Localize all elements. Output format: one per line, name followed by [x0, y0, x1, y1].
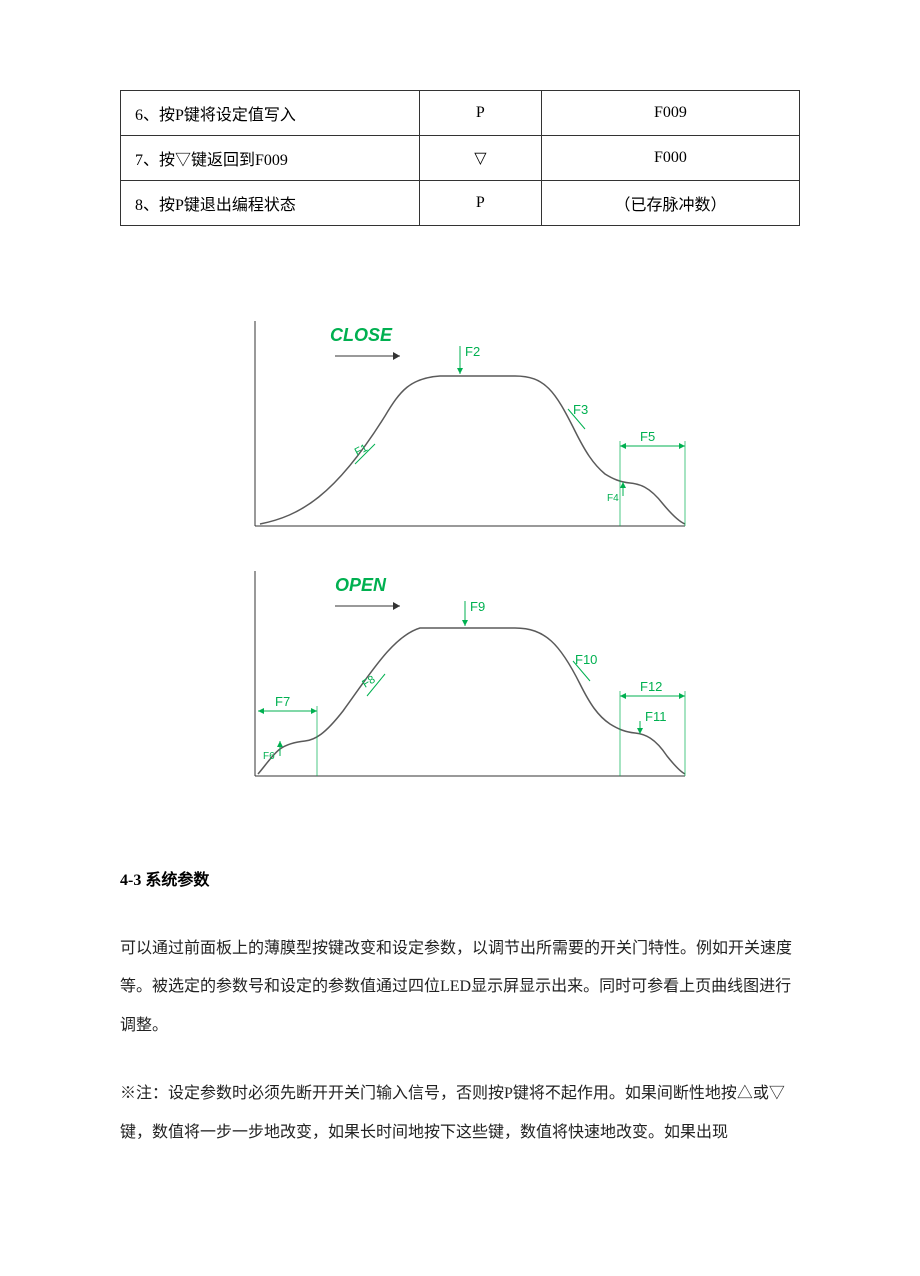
- display-cell: （已存脉冲数）: [541, 181, 799, 226]
- slope-label: F1: [353, 442, 370, 459]
- f2-label: F2: [465, 344, 480, 359]
- display-cell: F009: [541, 91, 799, 136]
- steps-table: 6、按P键将设定值写入 P F009 7、按▽键返回到F009 ▽ F000 8…: [120, 90, 800, 226]
- paragraph-2: ※注：设定参数时必须先断开开关门输入信号，否则按P键将不起作用。如果间断性地按△…: [120, 1075, 800, 1152]
- f3-label: F3: [573, 402, 588, 417]
- close-label: CLOSE: [330, 325, 393, 345]
- table-row: 8、按P键退出编程状态 P （已存脉冲数）: [121, 181, 800, 226]
- section-heading: 4-3 系统参数: [120, 866, 800, 890]
- f11-label: F11: [645, 709, 666, 724]
- key-cell: P: [419, 91, 541, 136]
- f10-label: F10: [575, 652, 597, 667]
- f5-label: F5: [640, 429, 655, 444]
- f6-label: F6: [263, 751, 275, 762]
- f12-label: F12: [640, 679, 662, 694]
- table-row: 7、按▽键返回到F009 ▽ F000: [121, 136, 800, 181]
- motion-curves-diagram: CLOSE F2 F1 F3: [120, 306, 800, 786]
- f4-label: F4: [607, 493, 619, 504]
- key-cell: ▽: [419, 136, 541, 181]
- step-cell: 7、按▽键返回到F009: [121, 136, 420, 181]
- open-label: OPEN: [335, 575, 387, 595]
- display-cell: F000: [541, 136, 799, 181]
- step-cell: 8、按P键退出编程状态: [121, 181, 420, 226]
- f8-label: F8: [360, 674, 377, 691]
- paragraph-1: 可以通过前面板上的薄膜型按键改变和设定参数，以调节出所需要的开关门特性。例如开关…: [120, 930, 800, 1045]
- f9-label: F9: [470, 599, 485, 614]
- step-cell: 6、按P键将设定值写入: [121, 91, 420, 136]
- f7-label: F7: [275, 694, 290, 709]
- key-cell: P: [419, 181, 541, 226]
- table-row: 6、按P键将设定值写入 P F009: [121, 91, 800, 136]
